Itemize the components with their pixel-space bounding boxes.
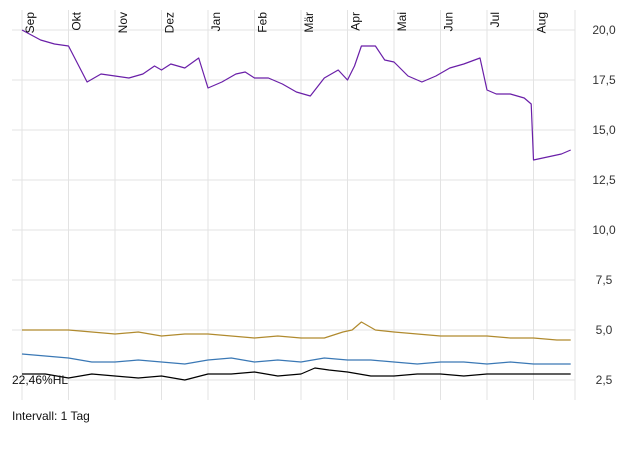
- x-tick-label: Feb: [256, 12, 270, 33]
- interval-label: Intervall: 1 Tag: [12, 409, 90, 423]
- series-line-2: [22, 321, 571, 341]
- x-tick-label: Jun: [442, 12, 456, 31]
- x-tick-label: Jul: [488, 12, 502, 27]
- x-tick-label: Sep: [23, 12, 37, 34]
- y-axis-tick-labels: 2,5 5,0 7,5 10,0 12,5 15,0 17,5 20,0: [592, 23, 616, 387]
- series-line-3: [21, 353, 571, 365]
- x-tick-label: Aug: [535, 12, 549, 33]
- y-tick-label: 7,5: [596, 273, 613, 287]
- series-line-1: [21, 29, 571, 161]
- y-tick-label: 5,0: [596, 323, 613, 337]
- x-tick-label: Okt: [70, 11, 84, 30]
- vertical-gridlines: [21, 10, 576, 400]
- x-axis-month-labels: Sep Okt Nov Dez Jan Feb Mär Apr Mai Jun Jul Aug: [23, 11, 549, 33]
- x-tick-label: Mär: [302, 12, 316, 33]
- x-tick-label: Mai: [395, 12, 409, 31]
- horizontal-gridlines: [12, 29, 575, 381]
- y-tick-label: 12,5: [592, 173, 616, 187]
- series-layer: [21, 29, 571, 381]
- x-tick-label: Jan: [209, 12, 223, 31]
- y-tick-label: 17,5: [592, 73, 616, 87]
- x-tick-label: Apr: [349, 12, 363, 31]
- x-tick-label: Nov: [116, 12, 130, 33]
- y-tick-label: 20,0: [592, 23, 616, 37]
- y-tick-label: 15,0: [592, 123, 616, 137]
- y-tick-label: 10,0: [592, 223, 616, 237]
- x-tick-label: Dez: [163, 12, 177, 33]
- series-line-4: [22, 367, 571, 381]
- range-label: 22,46%HL: [12, 373, 69, 387]
- y-tick-label: 2,5: [596, 373, 613, 387]
